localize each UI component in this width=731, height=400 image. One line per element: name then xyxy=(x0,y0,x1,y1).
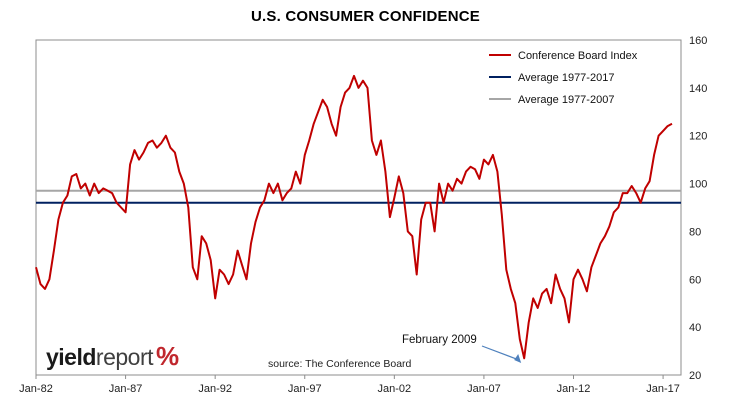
x-tick-label: Jan-02 xyxy=(378,383,412,395)
annotation-arrow xyxy=(481,345,520,361)
legend-label-2: Average 1977-2017 xyxy=(518,72,614,84)
x-tick-label: Jan-92 xyxy=(198,383,232,395)
x-tick-label: Jan-07 xyxy=(467,383,501,395)
source-note: source: The Conference Board xyxy=(268,358,412,370)
y-tick-label: 60 xyxy=(689,274,701,286)
x-tick-label: Jan-12 xyxy=(557,383,591,395)
y-tick-label: 100 xyxy=(689,179,707,191)
legend-label-3: Average 1977-2007 xyxy=(518,94,614,106)
x-tick-label: Jan-97 xyxy=(288,383,322,395)
y-tick-label: 80 xyxy=(689,226,701,238)
x-tick-label: Jan-87 xyxy=(109,383,143,395)
annotation-arrowhead xyxy=(514,354,522,364)
annotation-label: February 2009 xyxy=(402,334,477,346)
y-tick-label: 20 xyxy=(689,370,701,382)
plot-area xyxy=(35,39,682,376)
y-tick-label: 120 xyxy=(689,131,707,143)
logo-word-yield: yield xyxy=(46,344,96,370)
logo-word-report: report xyxy=(95,344,154,370)
chart-title: U.S. CONSUMER CONFIDENCE xyxy=(251,8,480,25)
y-tick-label: 160 xyxy=(689,35,707,47)
legend-label-1: Conference Board Index xyxy=(518,50,638,62)
percent-icon: % xyxy=(156,341,179,371)
series-line-1 xyxy=(35,74,673,360)
yieldreport-logo: yieldreport% xyxy=(46,341,179,372)
x-tick-label: Jan-17 xyxy=(646,383,680,395)
y-tick-label: 40 xyxy=(689,322,701,334)
x-tick-label: Jan-82 xyxy=(19,383,53,395)
y-tick-label: 140 xyxy=(689,83,707,95)
